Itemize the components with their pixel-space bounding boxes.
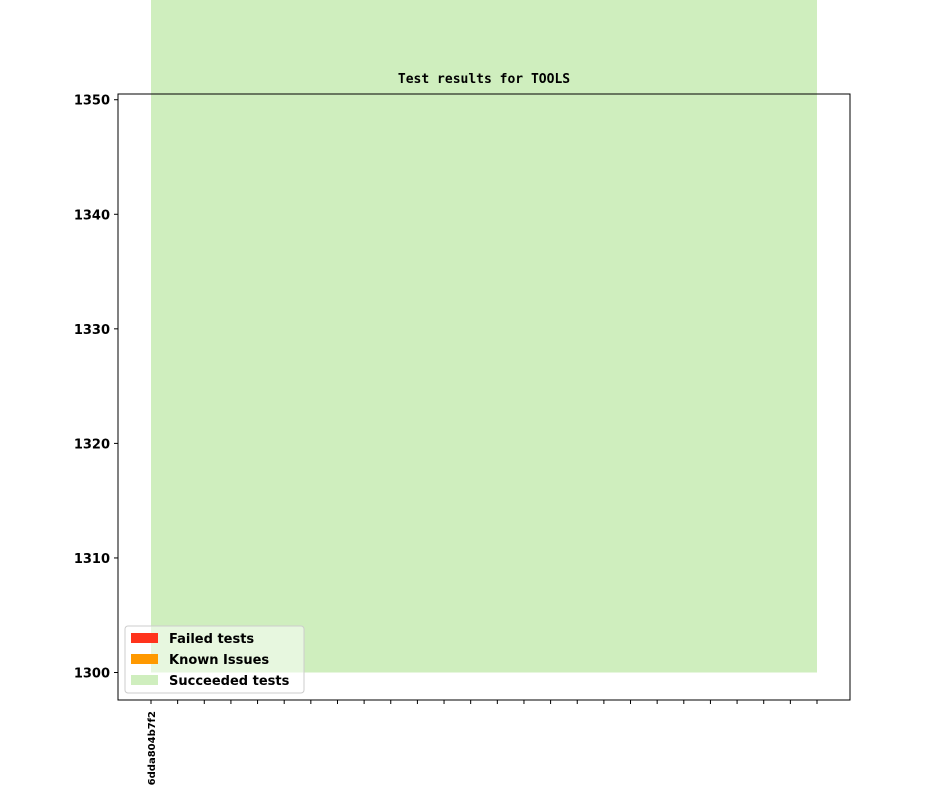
legend-swatch: [131, 654, 158, 664]
legend-swatch: [131, 675, 158, 685]
y-axis: 1300 1310 1320 1330 1340 1350: [74, 94, 118, 682]
y-tick-label: 1320: [74, 437, 110, 452]
areas: [151, 0, 817, 673]
y-tick-label: 1330: [74, 323, 110, 338]
plot-frame: [117, 93, 851, 701]
legend-label: Succeeded tests: [169, 674, 290, 689]
y-tick-label: 1340: [74, 208, 110, 223]
y-tick-label: 1310: [74, 552, 110, 567]
y-tick-label: 1300: [74, 667, 110, 682]
legend-label: Known Issues: [169, 653, 269, 668]
legend-label: Failed tests: [169, 632, 254, 647]
y-tick-label: 1350: [74, 94, 110, 109]
legend: Failed tests Known Issues Succeeded tests: [124, 625, 305, 694]
legend-swatch: [131, 633, 158, 643]
x-axis: 6dda804b7f2: [147, 700, 818, 785]
legend-box: [124, 625, 305, 694]
chart-title: Test results for TOOLS: [397, 72, 571, 87]
area-succeeded-tests: [151, 0, 817, 673]
x-tick-label: 6dda804b7f2: [147, 711, 158, 785]
